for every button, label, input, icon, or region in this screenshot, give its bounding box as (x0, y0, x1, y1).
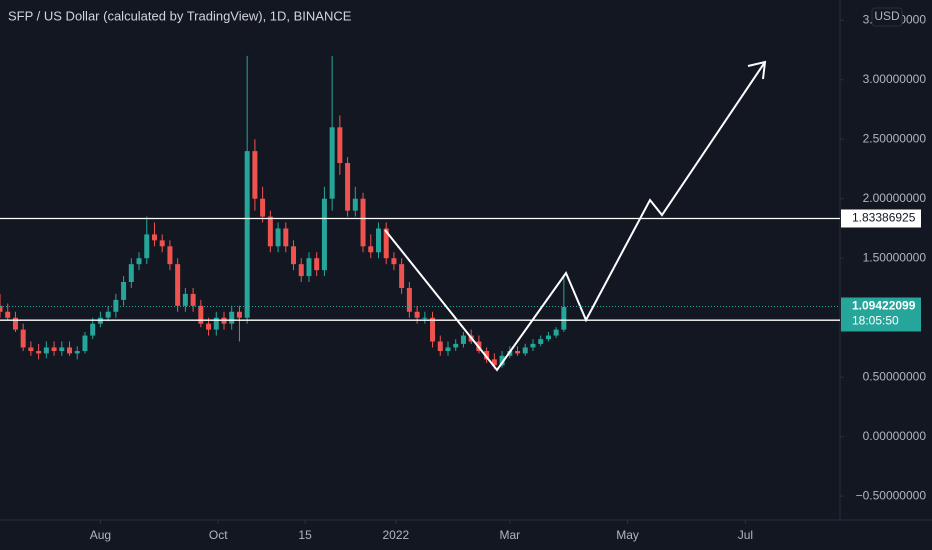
candle-body (383, 228, 389, 259)
candle-body (321, 198, 327, 271)
candle-body (175, 264, 181, 306)
candle-body (51, 347, 57, 352)
candle-body (28, 347, 34, 352)
candle-body (182, 293, 188, 306)
last-price-box (841, 297, 921, 332)
candle-body (345, 163, 351, 211)
candle-body (545, 335, 551, 340)
candle-body (82, 335, 88, 352)
candle-body (430, 317, 436, 342)
candle-body (190, 293, 196, 306)
candle-body (491, 359, 497, 366)
candle-body (291, 246, 297, 265)
candle-body (414, 311, 420, 318)
currency: USD (874, 9, 900, 23)
y-tick-label: 2.50000000 (863, 131, 927, 145)
candle-body (453, 343, 459, 348)
x-tick-label: May (616, 528, 639, 542)
candle-body (206, 323, 212, 330)
candle-body (74, 351, 80, 354)
candle-body (399, 264, 405, 288)
candle-body (36, 351, 42, 354)
candle-body (484, 351, 490, 360)
candle-body (113, 299, 119, 312)
price-label-box (841, 209, 921, 228)
countdown: 18:05:50 (852, 314, 899, 328)
x-tick-label: Oct (209, 528, 228, 542)
arrow-head (747, 60, 767, 80)
candle-body (213, 317, 219, 330)
y-tick-label: −0.50000000 (856, 488, 927, 502)
pattern-drawing (384, 60, 767, 372)
candle-body (553, 329, 559, 336)
y-tick-label: 1.50000000 (863, 250, 927, 264)
candle-body (198, 305, 204, 324)
candle-body (515, 351, 521, 354)
candle-body (167, 246, 173, 265)
candle-body (406, 287, 412, 312)
y-tick-label: 0.00000000 (863, 429, 927, 443)
candle-body (105, 311, 111, 318)
candle-body (275, 228, 281, 247)
candle-body (12, 317, 18, 330)
candle-body (445, 347, 451, 352)
candle-body (375, 228, 381, 253)
candle-body (391, 258, 397, 265)
candle-body (59, 347, 65, 352)
candle-body (561, 307, 567, 330)
candle-body (144, 234, 150, 259)
candle-body (314, 258, 320, 271)
projection-path (384, 61, 766, 372)
candle-body (67, 347, 73, 354)
candle-body (128, 264, 134, 283)
candle-body (360, 198, 366, 247)
candle-body (368, 246, 374, 253)
candle-body (0, 305, 3, 312)
candle-body (538, 339, 544, 344)
candle-body (306, 258, 312, 277)
candle-body (90, 323, 96, 336)
candle-body (20, 329, 26, 348)
candle-body (499, 355, 505, 366)
x-tick-label: Aug (90, 528, 111, 542)
y-tick-label: 2.00000000 (863, 191, 927, 205)
candle-body (5, 311, 11, 318)
candle-body (121, 282, 127, 300)
candle-body (43, 347, 49, 354)
candle-body (229, 311, 235, 324)
price-label: 1.83386925 (852, 211, 916, 225)
candle-body (151, 234, 157, 241)
candle-body (283, 228, 289, 247)
candle-body (437, 341, 443, 352)
candle-body (260, 198, 266, 217)
candle-body (252, 151, 258, 199)
candle-body (352, 198, 358, 211)
candle-body (244, 151, 250, 318)
candle-body (337, 127, 343, 164)
candle-body (530, 343, 536, 348)
y-tick-label: 3.00000000 (863, 72, 927, 86)
chart-title: SFP / US Dollar (calculated by TradingVi… (8, 8, 352, 23)
x-tick-label: 15 (298, 528, 312, 542)
x-tick-label: Mar (499, 528, 520, 542)
y-tick-label: 0.50000000 (863, 369, 927, 383)
candle-body (460, 335, 466, 344)
x-tick-label: Jul (738, 528, 753, 542)
x-tick-label: 2022 (383, 528, 410, 542)
currency-box (871, 7, 903, 27)
candle-body (298, 264, 304, 277)
candle-body (159, 240, 165, 247)
candle-body (136, 258, 142, 265)
candle-body (422, 317, 428, 319)
candle-body (236, 311, 242, 318)
candle-body (329, 127, 335, 199)
last-price-label: 1.09422099 (852, 299, 916, 313)
candle-body (267, 216, 273, 247)
candle-body (522, 347, 528, 354)
